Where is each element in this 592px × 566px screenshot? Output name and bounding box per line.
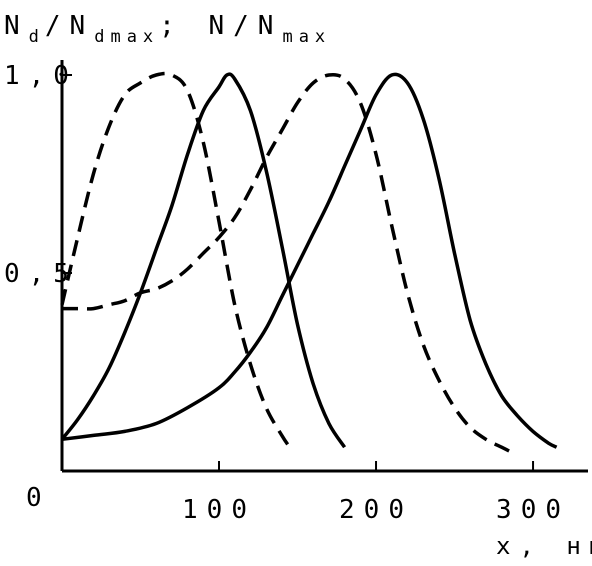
y-axis-title: Nd/Ndmax; N/Nmax <box>4 11 331 47</box>
x-tick-label-1: 200 <box>339 495 413 525</box>
axes <box>60 60 588 473</box>
x-tick-label-2: 300 <box>496 495 570 525</box>
y-tick-label-0: 0,5 <box>4 259 78 289</box>
series-line-2-solid <box>61 72 558 449</box>
series-line-4-solid <box>60 72 347 449</box>
ticks: 100 200 300 0,5 1,0 <box>4 61 570 525</box>
origin-label: 0 <box>26 483 51 513</box>
series-line-3-dashed <box>60 71 292 449</box>
y-tick-label-1: 1,0 <box>4 61 78 91</box>
x-tick-label-0: 100 <box>182 495 256 525</box>
x-axis-title: x, нм <box>496 532 592 560</box>
series-layer <box>60 71 558 453</box>
